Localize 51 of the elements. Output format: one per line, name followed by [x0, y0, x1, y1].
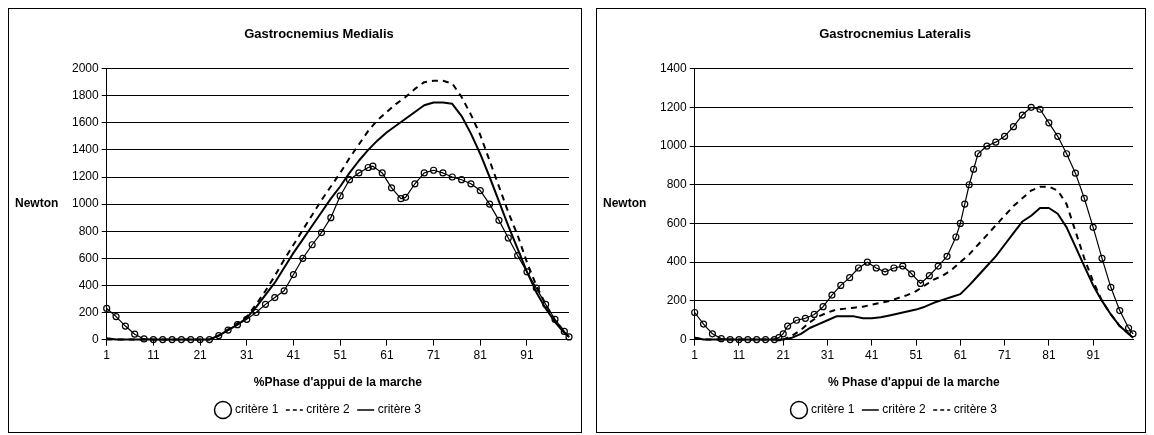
y-tick-label: 1000 [71, 196, 100, 211]
legend-label: critère 3 [953, 402, 998, 417]
x-tick-label: 1 [691, 347, 699, 362]
x-tick-label: 31 [820, 347, 835, 362]
y-tick-label: 1600 [71, 115, 100, 130]
x-tick-label: 91 [1086, 347, 1101, 362]
x-tick-label: 51 [333, 347, 348, 362]
y-tick-label: 400 [78, 277, 100, 292]
x-axis-title: %Phase d'appui de la marche [253, 375, 423, 390]
x-tick-label: 71 [997, 347, 1012, 362]
y-tick-label: 600 [666, 215, 688, 230]
x-tick-label: 11 [732, 347, 746, 362]
x-tick-label: 71 [426, 347, 441, 362]
x-tick-label: 31 [240, 347, 254, 362]
y-tick-label: 1200 [659, 99, 688, 114]
y-tick-label: 1800 [71, 88, 100, 103]
x-tick-label: 41 [286, 347, 301, 362]
x-tick-label: 61 [380, 347, 394, 362]
y-tick-label: 2000 [71, 60, 100, 75]
y-tick-label: 200 [666, 293, 688, 308]
x-axis-title: % Phase d'appui de la marche [828, 375, 1000, 390]
y-tick-label: 200 [78, 304, 100, 319]
y-tick-label: 1000 [659, 138, 688, 153]
y-tick-label: 1400 [659, 60, 688, 75]
y-tick-label: 0 [92, 331, 100, 346]
y-tick-label: 400 [666, 254, 688, 269]
y-tick-label: 600 [78, 250, 100, 265]
x-tick-label: 81 [1042, 347, 1056, 362]
legend-label: critère 3 [377, 402, 422, 417]
y-tick-label: 1400 [71, 142, 100, 157]
x-tick-label: 11 [147, 347, 160, 362]
x-tick-label: 41 [865, 347, 879, 362]
legend-label: critère 2 [882, 402, 926, 417]
x-tick-label: 61 [953, 347, 968, 362]
y-tick-label: 1200 [71, 169, 100, 184]
legend-label: critère 1 [810, 402, 855, 417]
y-tick-label: 0 [680, 331, 688, 346]
y-axis-title: Newton [15, 196, 59, 211]
chart-title: Gastrocnemius Medialis [244, 26, 394, 42]
x-tick-label: 81 [473, 347, 488, 362]
y-tick-label: 800 [666, 177, 688, 192]
legend-label: critère 2 [306, 402, 350, 417]
x-tick-label: 51 [909, 347, 924, 362]
y-tick-label: 800 [78, 223, 100, 238]
x-tick-label: 21 [193, 347, 208, 362]
legend-label: critère 1 [234, 402, 279, 417]
y-axis-title: Newton [603, 196, 647, 211]
x-tick-label: 1 [103, 347, 111, 362]
x-tick-label: 91 [520, 347, 534, 362]
x-tick-label: 21 [776, 347, 791, 362]
chart-title: Gastrocnemius Lateralis [819, 26, 971, 42]
